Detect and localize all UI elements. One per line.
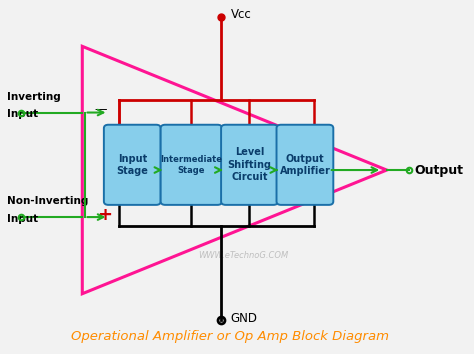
Text: Operational Amplifier or Op Amp Block Diagram: Operational Amplifier or Op Amp Block Di… <box>71 330 389 343</box>
Text: Input: Input <box>7 214 38 224</box>
Text: —: — <box>94 103 107 115</box>
Text: Output: Output <box>414 164 463 177</box>
Text: Inverting: Inverting <box>7 92 61 102</box>
Text: WWW.eTechnoG.COM: WWW.eTechnoG.COM <box>199 251 289 260</box>
FancyBboxPatch shape <box>276 125 333 205</box>
Text: GND: GND <box>231 312 258 325</box>
Text: Intermediate
Stage: Intermediate Stage <box>160 155 222 175</box>
Text: Level
Shifting
Circuit: Level Shifting Circuit <box>228 147 272 182</box>
Text: Output
Amplifier: Output Amplifier <box>280 154 330 176</box>
FancyBboxPatch shape <box>221 125 278 205</box>
FancyBboxPatch shape <box>104 125 161 205</box>
Text: +: + <box>98 206 112 224</box>
FancyBboxPatch shape <box>161 125 222 205</box>
Text: Input
Stage: Input Stage <box>116 154 148 176</box>
Text: Input: Input <box>7 109 38 119</box>
Text: Non-Inverting: Non-Inverting <box>7 196 89 206</box>
Text: Vcc: Vcc <box>231 8 252 22</box>
